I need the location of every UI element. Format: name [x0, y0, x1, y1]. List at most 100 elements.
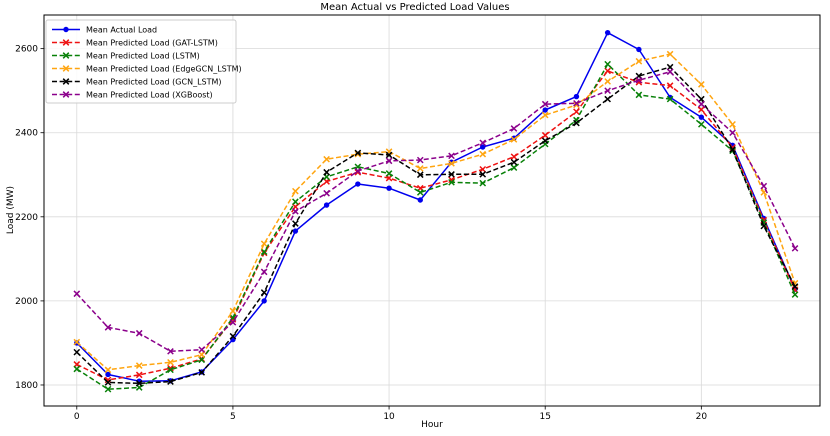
- marker-circle: [323, 202, 330, 208]
- marker-x: [635, 76, 643, 84]
- marker-x: [541, 131, 549, 139]
- marker-x: [729, 129, 736, 137]
- marker-x: [385, 157, 393, 165]
- marker-x: [448, 179, 455, 186]
- marker-x: [198, 346, 206, 353]
- marker-x: [416, 171, 424, 179]
- marker-x: [135, 371, 143, 379]
- marker-x: [729, 120, 736, 128]
- marker-x: [104, 376, 112, 384]
- marker-circle: [292, 228, 299, 234]
- x-tick-label: 10: [383, 412, 395, 422]
- marker-x: [198, 351, 206, 359]
- marker-x: [479, 165, 487, 173]
- marker-x: [323, 155, 330, 163]
- marker-x: [73, 338, 81, 346]
- marker-x: [541, 100, 549, 108]
- y-tick-label: 2200: [15, 213, 38, 223]
- x-tick-label: 15: [539, 412, 550, 422]
- marker-x: [167, 378, 174, 385]
- marker-circle: [542, 107, 548, 113]
- series-line: [76, 53, 796, 371]
- legend-box: [45, 19, 237, 104]
- marker-x: [666, 50, 674, 58]
- y-tick-label: 2000: [15, 297, 38, 307]
- marker-x: [510, 164, 518, 171]
- marker-x: [167, 358, 174, 366]
- x-tick-label: 5: [230, 412, 236, 422]
- marker-x: [135, 379, 143, 387]
- marker-x: [104, 324, 112, 331]
- marker-x: [604, 67, 611, 75]
- legend-marker-x: [62, 91, 70, 98]
- y-axis-label: Load (MW): [6, 185, 16, 235]
- marker-x: [198, 356, 206, 364]
- marker-x: [479, 150, 487, 158]
- marker-x: [73, 290, 81, 298]
- marker-x: [604, 87, 611, 95]
- marker-x: [104, 385, 112, 393]
- marker-x: [573, 108, 580, 116]
- marker-x: [323, 168, 330, 176]
- marker-x: [416, 165, 424, 172]
- marker-x: [666, 82, 674, 89]
- marker-x: [448, 152, 455, 160]
- marker-x: [292, 220, 299, 227]
- marker-x: [604, 78, 611, 85]
- marker-x: [604, 60, 611, 68]
- marker-circle: [480, 144, 486, 150]
- marker-x: [167, 366, 174, 374]
- marker-x: [354, 149, 362, 157]
- marker-x: [104, 379, 112, 386]
- marker-x: [292, 198, 299, 206]
- marker-x: [604, 95, 611, 103]
- marker-x: [510, 158, 518, 166]
- marker-x: [73, 365, 81, 373]
- marker-x: [229, 332, 237, 340]
- x-axis-label: Hour: [421, 420, 443, 430]
- marker-x: [416, 189, 424, 196]
- legend-label: Mean Predicted Load (LSTM): [86, 52, 200, 61]
- marker-x: [260, 268, 268, 276]
- marker-x: [479, 139, 487, 147]
- marker-x: [666, 95, 674, 103]
- marker-x: [510, 153, 518, 161]
- marker-x: [416, 156, 424, 164]
- marker-circle: [573, 93, 580, 100]
- marker-x: [479, 171, 487, 178]
- marker-x: [448, 171, 455, 178]
- series-line: [76, 63, 796, 390]
- marker-x: [198, 369, 206, 376]
- marker-x: [385, 151, 393, 159]
- marker-x: [635, 91, 643, 99]
- series-line: [76, 66, 796, 385]
- series-line: [76, 71, 796, 353]
- marker-x: [635, 57, 643, 65]
- legend-marker-circle: [63, 26, 69, 33]
- marker-x: [448, 160, 455, 167]
- marker-circle: [105, 371, 111, 378]
- marker-x: [791, 245, 799, 252]
- marker-x: [510, 136, 518, 143]
- marker-x: [260, 240, 268, 248]
- marker-x: [573, 99, 580, 107]
- marker-x: [135, 362, 143, 369]
- marker-x: [698, 81, 705, 88]
- legend-label: Mean Predicted Load (GCN_LSTM): [86, 78, 222, 87]
- marker-circle: [355, 181, 361, 187]
- marker-x: [229, 319, 237, 326]
- marker-x: [479, 179, 487, 187]
- marker-x: [104, 366, 112, 374]
- marker-x: [73, 348, 81, 356]
- y-tick-label: 2400: [15, 129, 38, 139]
- marker-x: [135, 329, 143, 337]
- marker-x: [354, 167, 362, 175]
- legend-marker-x: [62, 52, 70, 59]
- legend-marker-x: [62, 65, 70, 72]
- marker-circle: [698, 114, 705, 120]
- legend-marker-x: [62, 39, 70, 46]
- marker-x: [385, 170, 393, 177]
- series-line: [76, 70, 796, 381]
